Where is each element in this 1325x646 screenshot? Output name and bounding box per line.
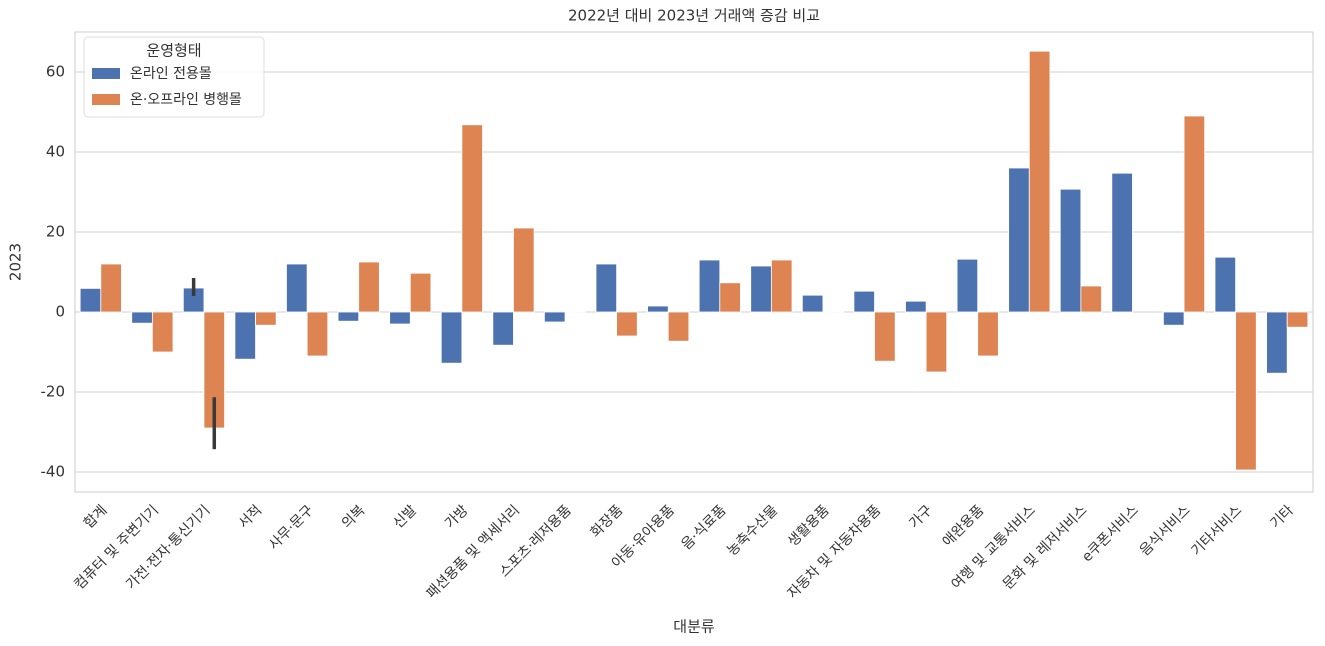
y-tick-label: 40 [46, 143, 65, 161]
bar [440, 311, 463, 364]
bar [286, 263, 308, 313]
bar [616, 311, 638, 337]
bar [1111, 172, 1133, 313]
bar [1163, 311, 1185, 326]
bar [234, 311, 256, 360]
bar [409, 272, 432, 313]
bar [461, 124, 483, 313]
bar [1028, 50, 1051, 313]
bar [647, 305, 669, 313]
bar [255, 311, 277, 326]
legend-swatch [92, 94, 120, 105]
x-tick-label: 패션용품 및 액세서리 [424, 502, 524, 602]
bar [698, 259, 721, 313]
x-axis-label: 대분류 [673, 618, 715, 636]
bar [667, 311, 690, 342]
legend-label: 온·오프라인 병행몰 [130, 92, 242, 108]
x-tick-label: 음식서비스 [1137, 502, 1194, 559]
legend-label: 온라인 전용몰 [130, 66, 212, 82]
y-tick-label: -40 [41, 463, 66, 481]
bar [79, 287, 102, 313]
x-tick-label: 가구 [906, 502, 936, 532]
x-tick-label: 애완용품 [940, 502, 988, 550]
legend-title: 운영형태 [146, 42, 201, 60]
x-tick-label: 음·식료품 [679, 502, 730, 553]
bar [905, 300, 927, 313]
x-tick-label: 생활용품 [785, 502, 833, 550]
legend-box [83, 36, 265, 118]
bar [492, 311, 514, 346]
bar [337, 311, 360, 322]
x-tick-label: 신발 [390, 502, 420, 532]
bar [770, 259, 793, 313]
bar [564, 310, 587, 313]
plot-frame [74, 31, 1314, 493]
bar [956, 258, 979, 313]
y-tick-label: 60 [46, 63, 65, 81]
x-tick-label: 기타서비스 [1188, 502, 1245, 559]
bar [358, 261, 380, 313]
legend-swatch [92, 68, 120, 79]
bar [853, 290, 875, 313]
bar [306, 311, 329, 357]
bar [1080, 285, 1102, 313]
y-tick-label: 20 [46, 223, 65, 241]
y-axis-label: 2023 [7, 243, 25, 281]
bar [513, 227, 535, 313]
bar [595, 263, 618, 313]
bar [1266, 311, 1288, 374]
chart-title: 2022년 대비 2023년 거래액 증감 비교 [568, 7, 820, 25]
bar [1183, 115, 1206, 313]
bar [389, 311, 411, 325]
y-tick-label: 0 [55, 303, 65, 321]
bar [1214, 256, 1237, 313]
bar [1235, 311, 1257, 471]
x-tick-label: 기타 [1267, 502, 1297, 532]
x-tick-label: 자동차 및 자동차용품 [785, 502, 885, 602]
bar [1059, 188, 1082, 313]
x-tick-label: 가방 [442, 502, 472, 532]
bar [925, 311, 948, 373]
bar [1286, 311, 1309, 328]
x-tick-label: 합계 [81, 502, 111, 532]
bar [1008, 167, 1030, 313]
bar [750, 265, 772, 313]
x-tick-label: 화장품 [588, 502, 627, 541]
x-tick-label: 서적 [236, 502, 266, 532]
bar [977, 311, 999, 357]
x-tick-label: 의복 [339, 502, 369, 532]
x-tick-label: 사무·문구 [266, 502, 317, 553]
bar [719, 282, 741, 313]
x-tick-label: 농축수산물 [724, 502, 781, 559]
bar [100, 263, 122, 313]
bar [822, 310, 844, 313]
bar [151, 311, 174, 353]
x-tick-label: e쿠폰서비스 [1079, 502, 1142, 565]
bar [874, 311, 896, 362]
bar [131, 311, 153, 324]
bar [801, 294, 824, 313]
y-tick-label: -20 [41, 383, 66, 401]
bar [544, 311, 566, 323]
